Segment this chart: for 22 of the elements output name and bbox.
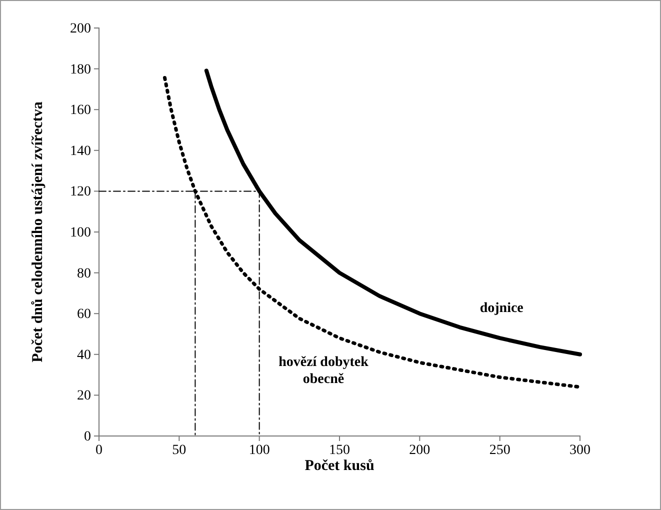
x-tick-label: 0 [96, 442, 102, 458]
y-tick-label: 160 [70, 103, 91, 118]
x-tick-label: 300 [570, 442, 590, 458]
y-tick-label: 140 [70, 144, 91, 159]
series-label: dojnice [480, 301, 524, 316]
y-tick-label: 20 [77, 388, 91, 404]
y-tick-label: 200 [70, 21, 91, 36]
series-label: hovězí dobytek obecně [278, 355, 369, 388]
y-tick-label: 100 [70, 225, 91, 240]
y-tick-label: 120 [70, 184, 91, 200]
x-tick-label: 50 [172, 442, 186, 458]
y-axis-title: Počet dnů celodenního ustájení zvířectva [30, 101, 46, 362]
x-tick-label: 150 [329, 442, 350, 458]
x-tick-label: 200 [409, 442, 430, 458]
y-tick-label: 40 [77, 348, 91, 363]
y-tick-label: 0 [84, 429, 91, 444]
x-tick-label: 100 [248, 442, 270, 458]
y-tick-label: 60 [77, 307, 91, 322]
y-tick-label: 80 [77, 266, 91, 282]
y-tick-label: 180 [70, 62, 91, 78]
x-axis-title: Počet kusů [304, 458, 374, 474]
x-tick-label: 250 [489, 442, 510, 458]
